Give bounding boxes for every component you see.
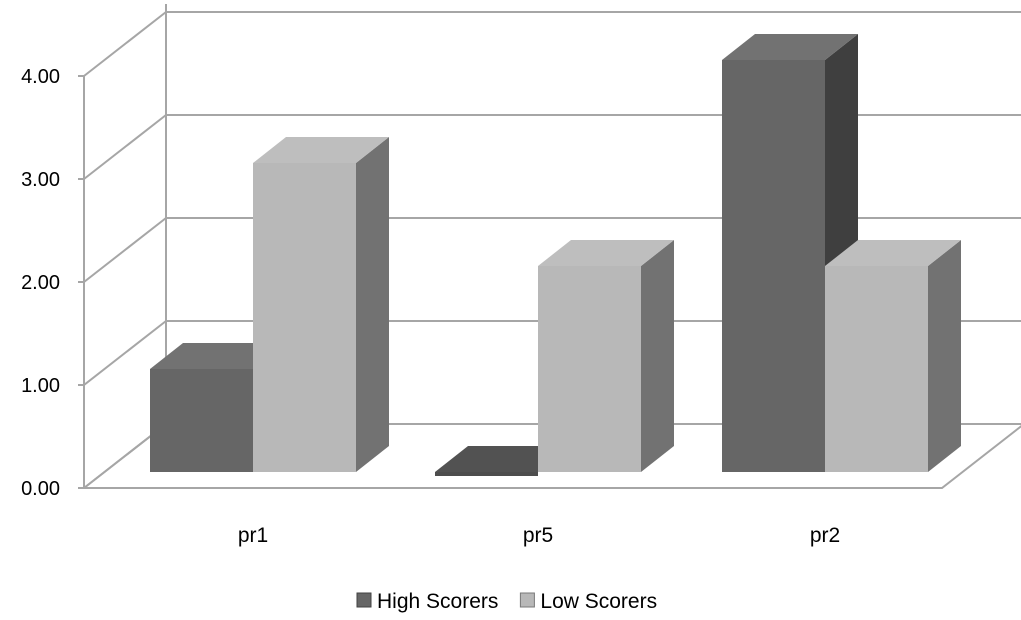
y-axis: 0.00 1.00 2.00 3.00 4.00 xyxy=(21,66,60,500)
bar-pr5-low-scorers-side xyxy=(641,240,674,472)
legend-label: High Scorers xyxy=(377,590,498,613)
bar-pr5-low-scorers-top xyxy=(538,240,674,266)
legend-item-low-scorers: Low Scorers xyxy=(519,590,657,613)
bar-pr1-low-scorers-front xyxy=(253,163,356,472)
bar-pr5-low-scorers xyxy=(538,240,674,472)
bar-pr2-low-scorers-top xyxy=(825,240,961,266)
bar-pr1-high-scorers-top xyxy=(150,343,286,369)
y-tick-label: 1.00 xyxy=(21,375,60,397)
y-tick-label: 0.00 xyxy=(21,478,60,500)
legend-swatch xyxy=(519,592,535,608)
bar-pr1-low-scorers xyxy=(253,137,389,472)
bar-pr2-high-scorers-top xyxy=(722,34,858,60)
legend: High Scorers Low Scorers xyxy=(356,590,657,613)
bar-pr5-high-scorers-top xyxy=(435,446,571,472)
legend-item-high-scorers: High Scorers xyxy=(356,590,498,613)
bar-pr1-high-scorers-front xyxy=(150,369,253,472)
bar-pr5-high-scorers-edge xyxy=(435,472,538,476)
y-tick-label: 4.00 xyxy=(21,66,60,88)
bar-pr5-low-scorers-front xyxy=(538,266,641,472)
x-axis: pr1 pr5 pr2 xyxy=(238,524,840,547)
gridline-side xyxy=(83,11,167,77)
bars xyxy=(150,34,961,476)
bar-pr1-low-scorers-top xyxy=(253,137,389,163)
bar-pr2-low-scorers xyxy=(825,240,961,472)
bar-pr2-high-scorers-front xyxy=(722,60,825,472)
bar-pr2-low-scorers-front xyxy=(825,266,928,472)
bar-pr1-low-scorers-side xyxy=(356,137,389,472)
x-tick-label-pr1: pr1 xyxy=(238,524,268,547)
bar-pr2-low-scorers-side xyxy=(928,240,961,472)
y-tick-label: 2.00 xyxy=(21,272,60,294)
gridline-side xyxy=(83,114,167,180)
x-tick-label-pr5: pr5 xyxy=(523,524,553,547)
bar-pr2-high-scorers xyxy=(722,34,858,472)
bar-pr5-high-scorers xyxy=(435,446,571,476)
legend-label: Low Scorers xyxy=(540,590,657,613)
legend-swatch xyxy=(356,592,372,608)
x-tick-label-pr2: pr2 xyxy=(810,524,840,547)
y-tick-label: 3.00 xyxy=(21,169,60,191)
gridline-side xyxy=(83,217,167,283)
gridline-side xyxy=(83,320,167,386)
